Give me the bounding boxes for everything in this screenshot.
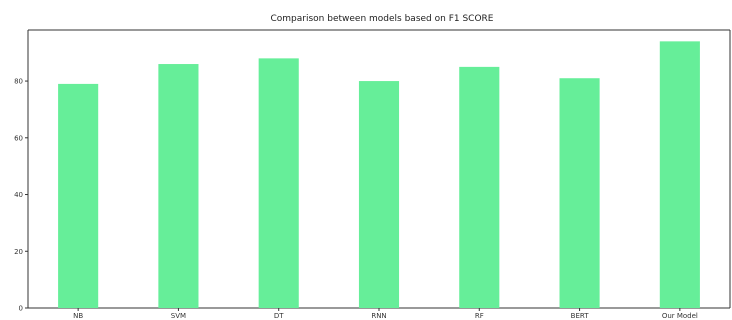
y-tick-label: 0: [19, 305, 23, 313]
y-tick-label: 20: [14, 248, 23, 256]
y-tick-label: 40: [14, 191, 23, 199]
x-tick-label: RF: [475, 312, 484, 320]
bar-rf: [459, 66, 500, 308]
plot-area: [27, 29, 731, 309]
bar-bert: [559, 78, 600, 308]
x-tick-label: NB: [73, 312, 83, 320]
chart-title: Comparison between models based on F1 SC…: [271, 14, 494, 24]
bar-dt: [258, 58, 299, 309]
bar-nb: [58, 83, 99, 309]
bar-our-model: [659, 41, 700, 308]
x-tick-label: BERT: [571, 312, 590, 320]
x-tick-label: Our Model: [662, 312, 698, 320]
bar-rnn: [358, 81, 400, 308]
x-tick-label: DT: [274, 312, 284, 320]
y-tick-label: 80: [14, 78, 23, 86]
y-tick-label: 60: [14, 134, 23, 142]
x-tick-label: RNN: [371, 312, 386, 320]
bar-svm: [158, 64, 199, 308]
y-axis: 0 20 40 60 80: [14, 78, 28, 313]
x-axis: NB SVM DT RNN RF BERT Our Model: [73, 308, 698, 320]
bars: [58, 41, 700, 309]
x-tick-label: SVM: [171, 312, 186, 320]
